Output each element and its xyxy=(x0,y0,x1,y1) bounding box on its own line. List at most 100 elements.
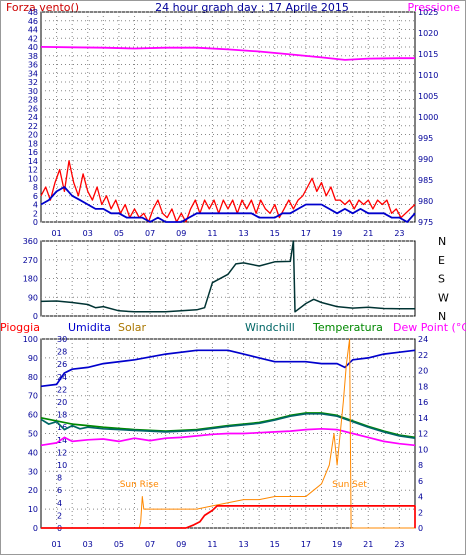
x-tick-label: 01 xyxy=(51,540,61,549)
compass-label: W xyxy=(438,291,449,304)
pressure-tick-label: 1025 xyxy=(418,8,438,17)
rain-tick-label: 18 xyxy=(57,411,67,420)
series-windchill xyxy=(40,412,416,440)
x-tick-label: 11 xyxy=(207,229,217,238)
wind-tick-label: 22 xyxy=(28,122,38,131)
pressure-tick-label: 1000 xyxy=(418,113,438,122)
temperature-tick-label: 2 xyxy=(418,508,423,517)
windchill-legend-label: Windchill xyxy=(245,321,295,334)
rain-tick-label: 12 xyxy=(57,448,67,457)
wind-tick-label: 30 xyxy=(28,87,38,96)
temperature-tick-label: 18 xyxy=(418,382,428,391)
rain-tick-label: 26 xyxy=(57,360,67,369)
dewpoint-legend-label: Dew Point (°C) xyxy=(393,321,466,334)
wind-tick-label: 40 xyxy=(28,43,38,52)
humidity-tick-label: 60 xyxy=(28,411,38,420)
wind-tick-label: 4 xyxy=(33,201,38,210)
series-wind_dir xyxy=(40,240,415,313)
compass-label: N xyxy=(438,310,446,323)
solar-legend-label: Solar xyxy=(118,321,147,334)
x-tick-label: 15 xyxy=(270,229,280,238)
pressure-tick-label: 1015 xyxy=(418,50,438,59)
x-tick-label: 21 xyxy=(363,540,373,549)
humidity-tick-label: 40 xyxy=(28,448,38,457)
pressure-tick-label: 995 xyxy=(418,134,433,143)
x-tick-label: 15 xyxy=(270,540,280,549)
x-tick-label: 23 xyxy=(394,229,404,238)
temperature-tick-label: 10 xyxy=(418,445,428,454)
wind-tick-label: 10 xyxy=(28,174,38,183)
rain-tick-label: 20 xyxy=(57,398,67,407)
wind-tick-label: 18 xyxy=(28,139,38,148)
grid-layer xyxy=(41,11,415,529)
rain-tick-label: 30 xyxy=(57,335,67,344)
x-tick-label: 21 xyxy=(363,229,373,238)
temperature-legend-label: Temperatura xyxy=(312,321,383,334)
temperature-tick-label: 22 xyxy=(418,351,428,360)
wind-tick-label: 42 xyxy=(28,34,38,43)
x-tick-label: 11 xyxy=(207,540,217,549)
legend-labels-layer: Pioggia Umidita Solar Windchill Temperatura D… xyxy=(0,321,466,490)
pressure-tick-label: 1010 xyxy=(418,71,438,80)
compass-label: N xyxy=(438,235,446,248)
rain-tick-label: 28 xyxy=(57,348,67,357)
wind-tick-label: 48 xyxy=(28,8,38,17)
series-pressure xyxy=(40,46,415,61)
series-rain xyxy=(41,505,416,529)
x-tick-label: 17 xyxy=(301,540,311,549)
humidity-legend-label: Umidita xyxy=(68,321,111,334)
pressure-tick-label: 985 xyxy=(418,176,433,185)
series-layer xyxy=(40,46,416,529)
x-tick-label: 03 xyxy=(83,540,93,549)
x-tick-label: 03 xyxy=(83,229,93,238)
wind-tick-label: 6 xyxy=(33,192,38,201)
rain-tick-label: 8 xyxy=(57,474,62,483)
series-wind xyxy=(40,160,416,223)
direction-tick-label: 270 xyxy=(23,256,38,265)
wind-tick-label: 12 xyxy=(28,166,38,175)
sunrise-annotation: Sun Rise xyxy=(120,480,159,490)
temperature-tick-label: 0 xyxy=(418,524,423,533)
x-tick-label: 09 xyxy=(176,540,186,549)
rain-tick-label: 22 xyxy=(57,385,67,394)
humidity-tick-label: 80 xyxy=(28,373,38,382)
direction-tick-label: 360 xyxy=(23,237,38,246)
rain-tick-label: 10 xyxy=(57,461,67,470)
wind-tick-label: 32 xyxy=(28,78,38,87)
temperature-tick-label: 14 xyxy=(418,414,428,423)
wind-tick-label: 2 xyxy=(33,209,38,218)
x-tick-label: 17 xyxy=(301,229,311,238)
wind-tick-label: 34 xyxy=(28,69,38,78)
pressure-tick-label: 1020 xyxy=(418,29,438,38)
humidity-tick-label: 30 xyxy=(28,467,38,476)
direction-tick-label: 0 xyxy=(33,312,38,321)
series-humidity xyxy=(40,349,416,388)
series-solar xyxy=(41,338,415,529)
wind-tick-label: 44 xyxy=(28,26,38,35)
temperature-tick-label: 24 xyxy=(418,335,428,344)
pressure-tick-label: 980 xyxy=(418,197,433,206)
wind-tick-label: 14 xyxy=(28,157,38,166)
humidity-tick-label: 20 xyxy=(28,486,38,495)
x-tick-label: 07 xyxy=(145,229,155,238)
rain-tick-label: 4 xyxy=(57,499,62,508)
pressure-tick-label: 990 xyxy=(418,155,433,164)
compass-label: S xyxy=(438,273,445,286)
wind-tick-label: 24 xyxy=(28,113,38,122)
x-tick-label: 05 xyxy=(114,229,124,238)
humidity-tick-label: 100 xyxy=(23,335,38,344)
humidity-tick-label: 90 xyxy=(28,354,38,363)
graph-title: 24 hour graph day : 17 Aprile 2015 xyxy=(155,1,349,14)
rain-tick-label: 2 xyxy=(57,511,62,520)
pressure-axis-label: Pressione xyxy=(408,1,461,14)
x-tick-label: 09 xyxy=(176,229,186,238)
x-tick-label: 05 xyxy=(114,540,124,549)
x-tick-label: 13 xyxy=(238,229,248,238)
temperature-tick-label: 12 xyxy=(418,430,428,439)
wind-tick-label: 0 xyxy=(33,218,38,227)
x-tick-label: 23 xyxy=(394,540,404,549)
direction-tick-label: 90 xyxy=(28,293,38,302)
rain-tick-label: 14 xyxy=(57,436,67,445)
